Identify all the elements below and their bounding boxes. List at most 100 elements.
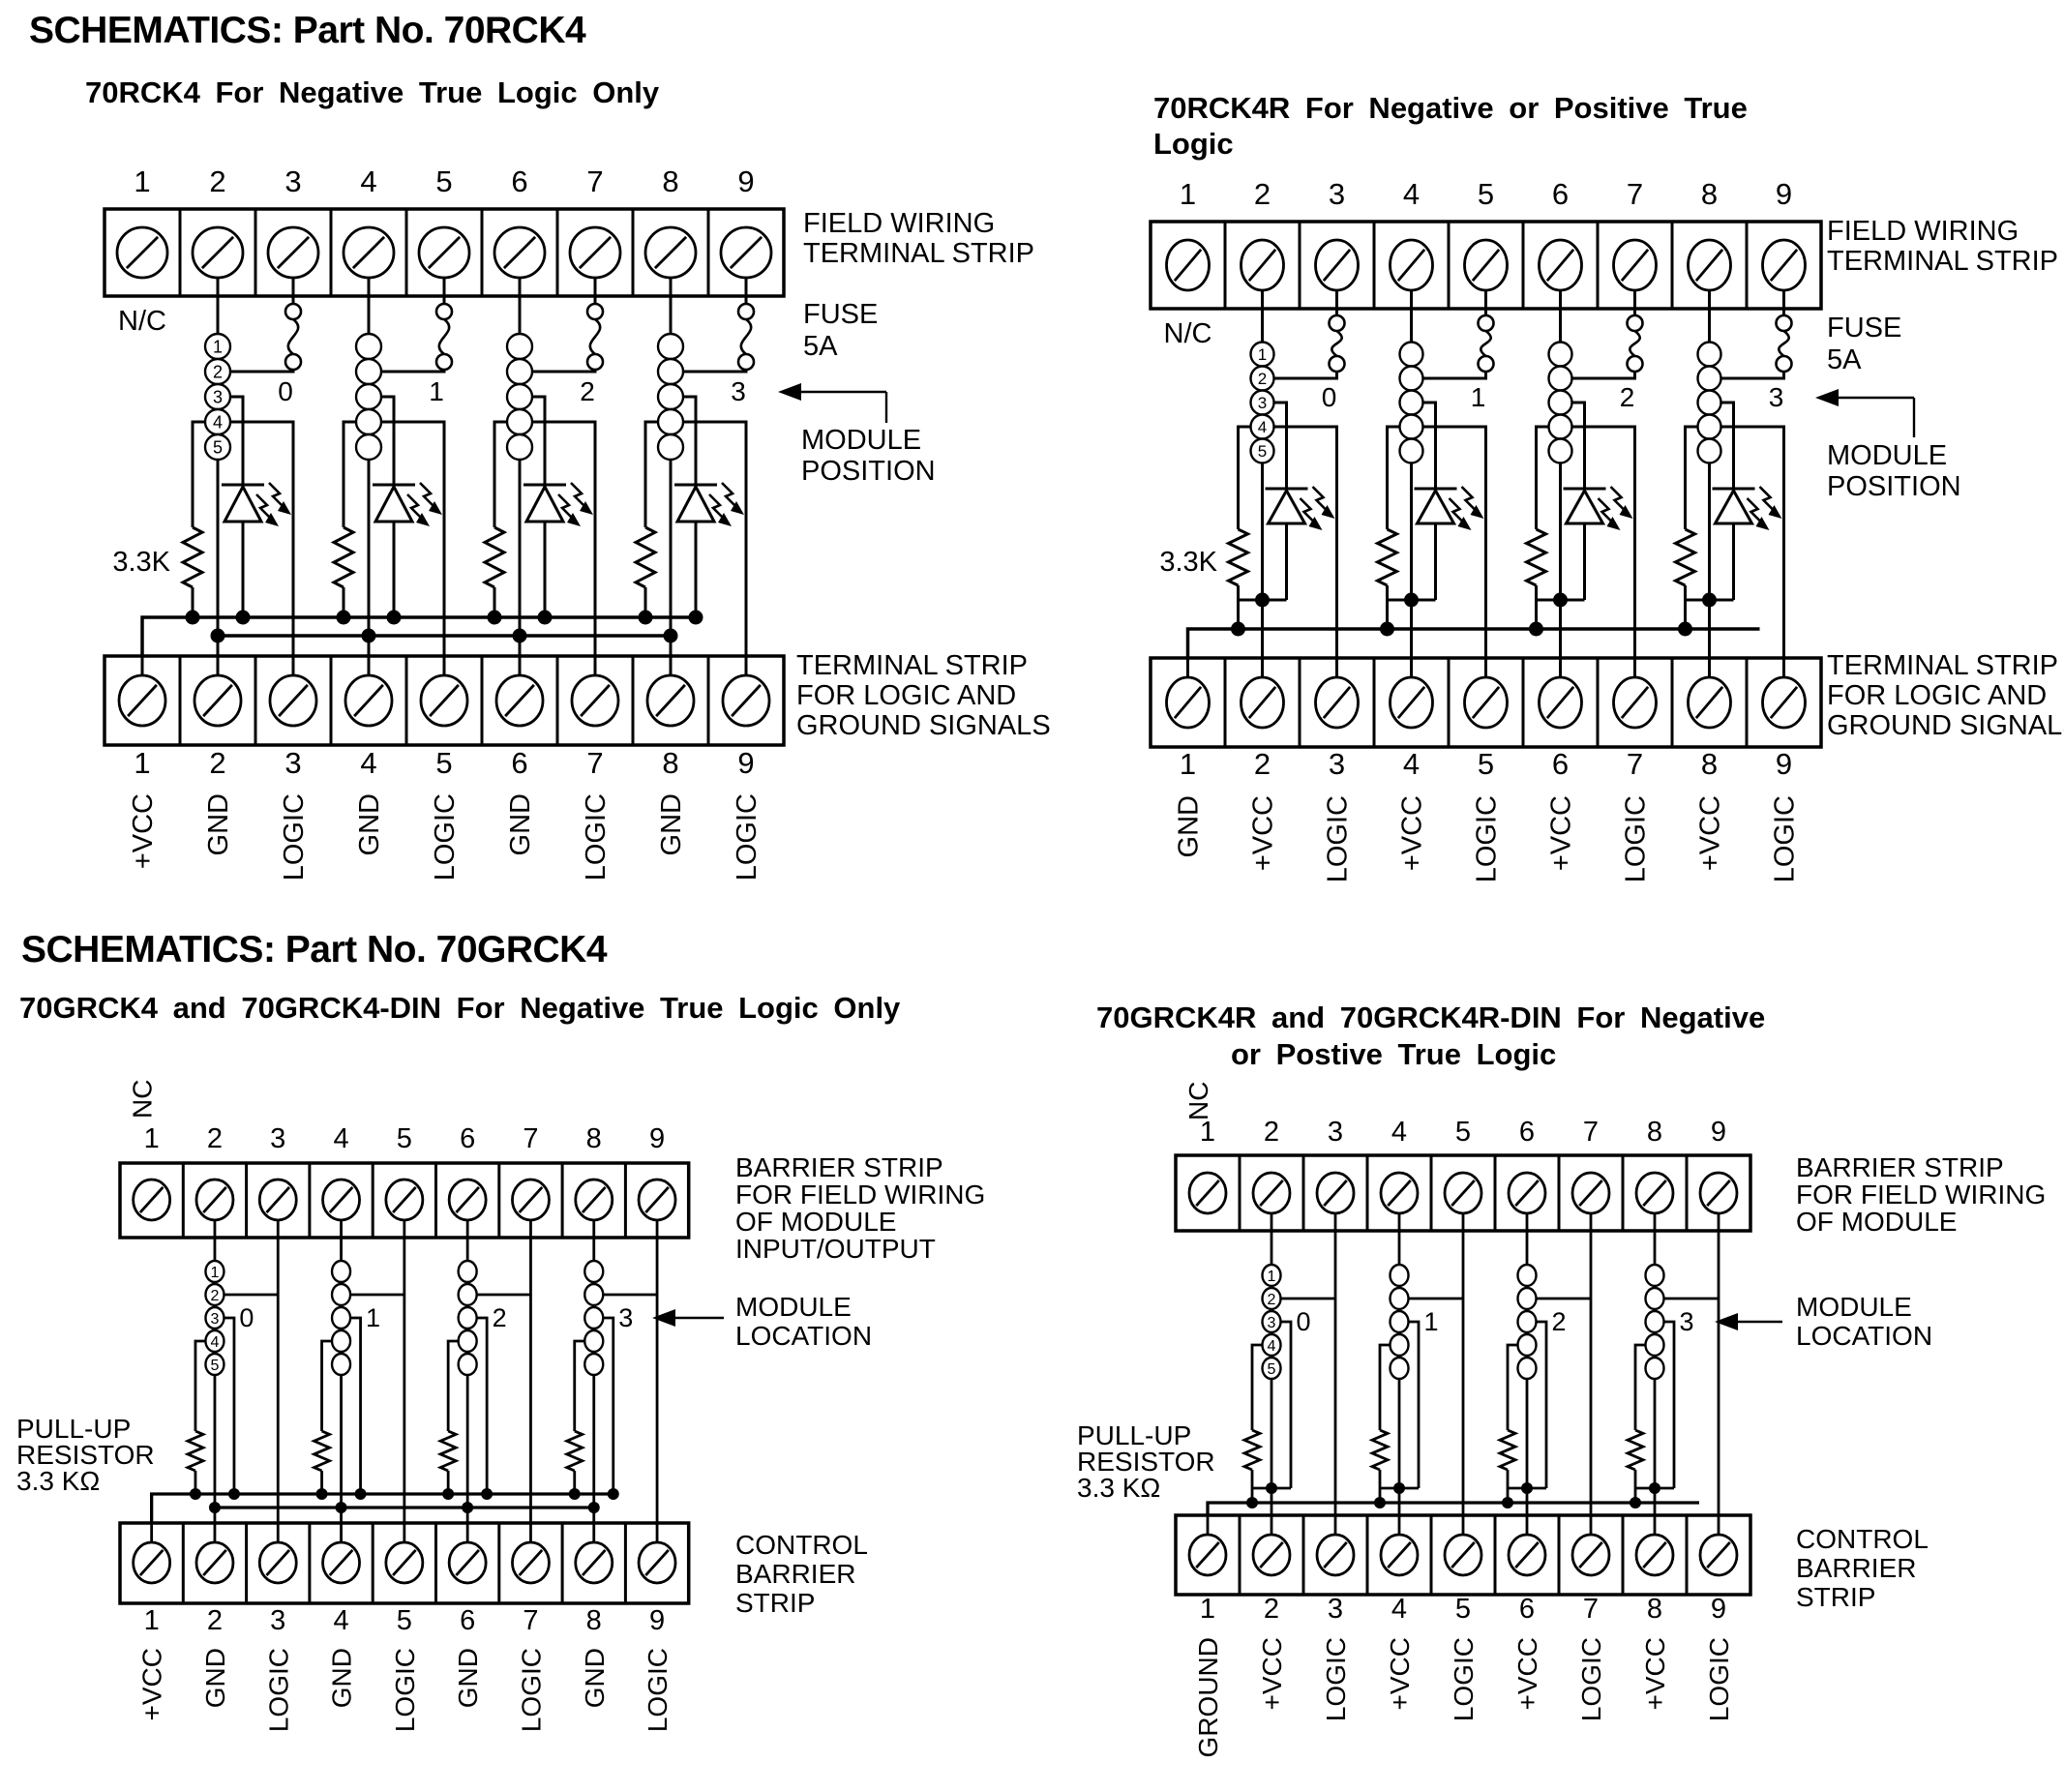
screw-terminal-icon bbox=[1315, 1533, 1356, 1577]
terminal-number: 8 bbox=[1647, 1594, 1662, 1625]
terminal-number: 1 bbox=[144, 1605, 160, 1636]
bottom-strip-label-line: CONTROL bbox=[735, 1530, 868, 1560]
connector-pin-icon bbox=[1398, 365, 1424, 392]
terminal-number: 5 bbox=[397, 1605, 412, 1636]
connector-pin-icon bbox=[330, 1352, 352, 1377]
screw-terminal-icon bbox=[1165, 238, 1211, 292]
panel-title-rck4: 70RCK4 For Negative True Logic Only bbox=[85, 75, 660, 109]
screw-terminal-icon bbox=[1698, 1171, 1739, 1215]
screw-terminal-icon bbox=[1570, 1171, 1611, 1215]
terminal-number: 2 bbox=[207, 1123, 223, 1154]
terminal-number: 8 bbox=[1701, 177, 1718, 211]
connector-pin-icon bbox=[583, 1352, 605, 1377]
screw-terminal-icon bbox=[132, 1178, 172, 1222]
connector-pin-icon bbox=[457, 1282, 478, 1307]
terminal-number: 1 bbox=[134, 746, 150, 780]
fuse-icon bbox=[434, 302, 454, 372]
terminal-number: 5 bbox=[1455, 1594, 1471, 1625]
resistor-icon bbox=[1672, 527, 1698, 587]
junction-dot bbox=[1553, 592, 1568, 608]
screw-terminal-icon bbox=[637, 1540, 677, 1585]
terminal-number: 6 bbox=[1519, 1117, 1535, 1148]
terminal-function-label: LOGIC bbox=[390, 1648, 420, 1732]
schematic-grck4r: 1 1 2 2 3 3 4 4 5 5 6 6 7 7 8 8 9 9 GROUND +VCC LOGIC +VCC LOG… bbox=[1077, 1082, 2046, 1758]
connector-pin-icon bbox=[1696, 365, 1722, 392]
nc-label: N/C bbox=[118, 306, 166, 337]
screw-terminal-icon bbox=[511, 1540, 551, 1585]
led-icon bbox=[1265, 486, 1335, 530]
module-number: 1 bbox=[366, 1303, 380, 1332]
terminal-function-label: LOGIC bbox=[1576, 1637, 1606, 1721]
connector-pin-icon bbox=[330, 1282, 352, 1307]
resistor-icon bbox=[1374, 527, 1400, 587]
pin-number: 2 bbox=[1258, 370, 1267, 388]
connector-pin-icon bbox=[656, 357, 685, 386]
led-icon bbox=[222, 482, 291, 526]
screw-terminal-icon bbox=[342, 225, 396, 280]
screw-terminal-icon bbox=[117, 673, 167, 728]
terminal-function-label: LOGIC bbox=[1472, 795, 1503, 882]
fuse-icon bbox=[1328, 314, 1346, 373]
terminal-number: 1 bbox=[134, 164, 150, 198]
screw-terminal-icon bbox=[384, 1540, 425, 1585]
bottom-strip-label-line: BARRIER bbox=[1796, 1553, 1916, 1583]
screw-terminal-icon bbox=[194, 1178, 235, 1222]
screw-terminal-icon bbox=[1634, 1171, 1675, 1215]
bottom-strip-label-line: TERMINAL STRIP bbox=[796, 650, 1028, 681]
module-number: 2 bbox=[1620, 382, 1635, 412]
screw-terminal-icon bbox=[1463, 675, 1509, 730]
pin-number: 1 bbox=[1258, 345, 1267, 364]
connector-pin-icon bbox=[1547, 389, 1573, 416]
field-wiring-terminal-strip bbox=[1174, 1153, 1752, 1233]
terminal-number: 8 bbox=[586, 1605, 602, 1636]
pin-number: 3 bbox=[1268, 1315, 1276, 1331]
terminal-function-label: GND bbox=[580, 1648, 610, 1708]
connector-pin-icon bbox=[505, 332, 534, 361]
screw-terminal-icon bbox=[344, 673, 394, 728]
module-label-line: MODULE bbox=[801, 425, 921, 456]
connector-pin-icon bbox=[1516, 1309, 1538, 1334]
module-position-arrow-icon bbox=[1715, 1313, 1738, 1330]
top-strip-label-line: OF MODULE bbox=[1796, 1207, 1957, 1237]
screw-terminal-icon bbox=[384, 1178, 425, 1222]
module-2: 2 bbox=[436, 1220, 532, 1523]
pin-number: 2 bbox=[210, 1288, 219, 1304]
pin-number: 1 bbox=[1268, 1269, 1276, 1285]
terminal-function-label: GND bbox=[200, 1648, 230, 1708]
fuse-label-line: FUSE bbox=[803, 299, 878, 330]
terminal-function-label: LOGIC bbox=[643, 1648, 673, 1732]
terminal-number: 8 bbox=[662, 164, 678, 198]
terminal-number: 9 bbox=[1711, 1117, 1726, 1148]
module-label-line: MODULE bbox=[1827, 440, 1947, 471]
module-0: 1 2 3 4 5 0 bbox=[184, 1220, 280, 1523]
terminal-number: 2 bbox=[207, 1605, 223, 1636]
top-strip-label-line: BARRIER STRIP bbox=[735, 1152, 943, 1182]
fuse-icon bbox=[1775, 314, 1793, 373]
led-icon bbox=[523, 482, 593, 526]
screw-terminal-icon bbox=[1507, 1171, 1547, 1215]
fuse-icon bbox=[1626, 314, 1644, 373]
pin-number: 5 bbox=[213, 437, 223, 457]
schematic-grck4: 1 1 2 2 3 3 4 4 5 5 6 6 7 7 8 8 9 9 +VCC GND LOGIC GND LOGIC GN… bbox=[16, 1080, 985, 1733]
screw-terminal-icon bbox=[1389, 238, 1434, 292]
connector-pin-icon bbox=[1696, 437, 1722, 464]
terminal-number: 6 bbox=[511, 164, 527, 198]
resistor-icon bbox=[330, 525, 357, 589]
terminal-function-label: LOGIC bbox=[279, 793, 310, 881]
terminal-number: 3 bbox=[270, 1605, 285, 1636]
terminal-number: 1 bbox=[1200, 1594, 1215, 1625]
screw-terminal-icon bbox=[447, 1540, 488, 1585]
module-label-line: LOCATION bbox=[735, 1321, 872, 1351]
screw-terminal-icon bbox=[1463, 238, 1509, 292]
screw-terminal-icon bbox=[637, 1178, 677, 1222]
resistor-value-label: RESISTOR bbox=[16, 1440, 155, 1470]
screw-terminal-icon bbox=[266, 225, 320, 280]
module-1: 1 bbox=[310, 1220, 406, 1523]
section-title-70rck4: SCHEMATICS: Part No. 70RCK4 bbox=[29, 10, 586, 51]
top-strip-label-line: FIELD WIRING bbox=[803, 208, 995, 239]
led-icon bbox=[674, 482, 744, 526]
screw-terminal-icon bbox=[570, 673, 620, 728]
